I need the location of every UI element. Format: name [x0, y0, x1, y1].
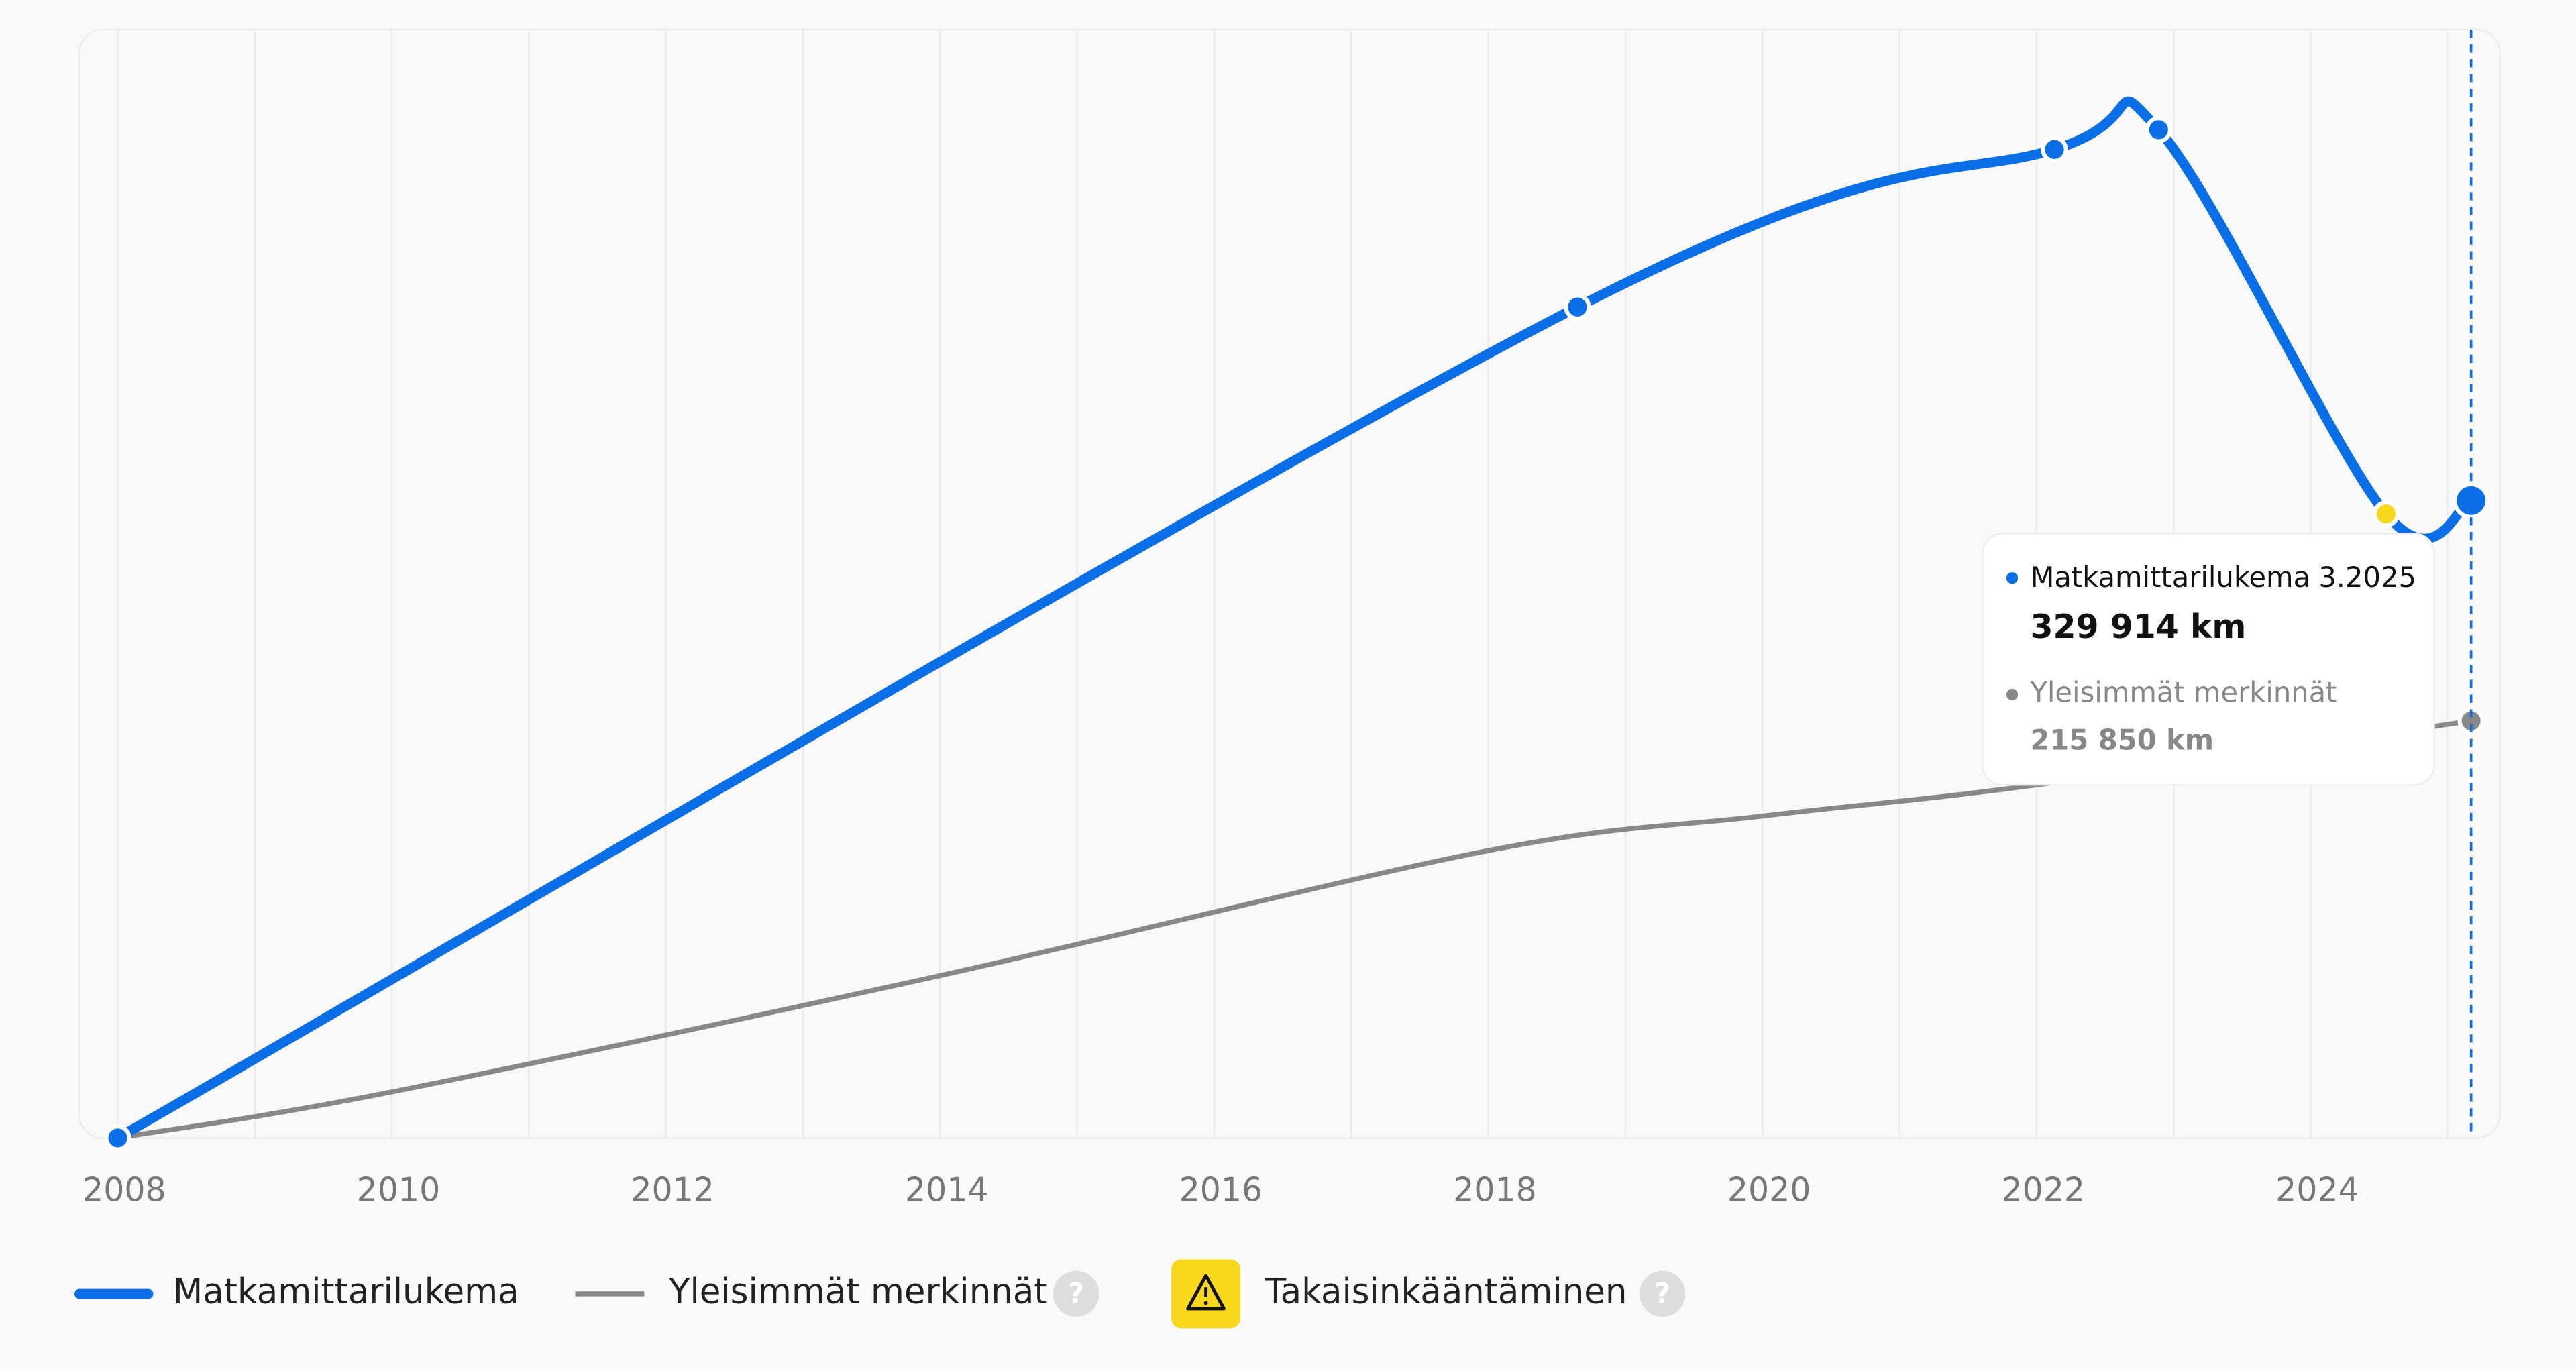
warning-icon: [1203, 1301, 1208, 1305]
data-point: [2145, 116, 2173, 144]
tooltip-series: Matkamittarilukema 3.2025: [2030, 561, 2416, 594]
help-icon[interactable]: [1053, 1270, 1099, 1317]
x-tick-label: 2014: [905, 1171, 989, 1209]
series-name: Matkamittarilukema: [2030, 561, 2310, 594]
tooltip-dot: [2006, 688, 2019, 701]
data-point: [2041, 135, 2068, 163]
x-tick-label: 2010: [357, 1171, 441, 1209]
plot-area: [78, 28, 2501, 1139]
tooltip-date: 3.2025: [2318, 561, 2416, 594]
data-point: [2453, 482, 2490, 519]
warning-icon: [1186, 1274, 1226, 1311]
x-tick-label: 2008: [83, 1171, 166, 1209]
x-tick-label: 2024: [2275, 1171, 2359, 1209]
data-point: [1564, 293, 1591, 321]
help-icon-text: ?: [1654, 1276, 1670, 1309]
tooltip-series: Yleisimmät merkinnät: [2029, 675, 2337, 708]
legend-label: Takaisinkääntäminen: [1265, 1272, 1627, 1312]
x-tick-label: 2020: [1727, 1171, 1811, 1209]
help-icon-text: ?: [1068, 1276, 1084, 1309]
x-tick-label: 2012: [631, 1171, 714, 1209]
tooltip-value: 329 914 km: [2030, 608, 2246, 646]
legend-label: Matkamittarilukema: [173, 1272, 519, 1312]
legend-label: Yleisimmät merkinnät: [668, 1272, 1047, 1312]
x-tick-label: 2022: [2001, 1171, 2085, 1209]
help-icon[interactable]: [1639, 1270, 1686, 1317]
rollback-point: [2372, 500, 2400, 528]
tooltip-box: [1982, 533, 2435, 786]
tooltip-value: 215 850 km: [2030, 723, 2214, 756]
tooltip-dot: [2006, 572, 2019, 584]
series-line: [115, 96, 2473, 1142]
x-tick-label: 2016: [1179, 1171, 1263, 1209]
x-tick-label: 2018: [1453, 1171, 1537, 1209]
data-point: [104, 1124, 131, 1152]
